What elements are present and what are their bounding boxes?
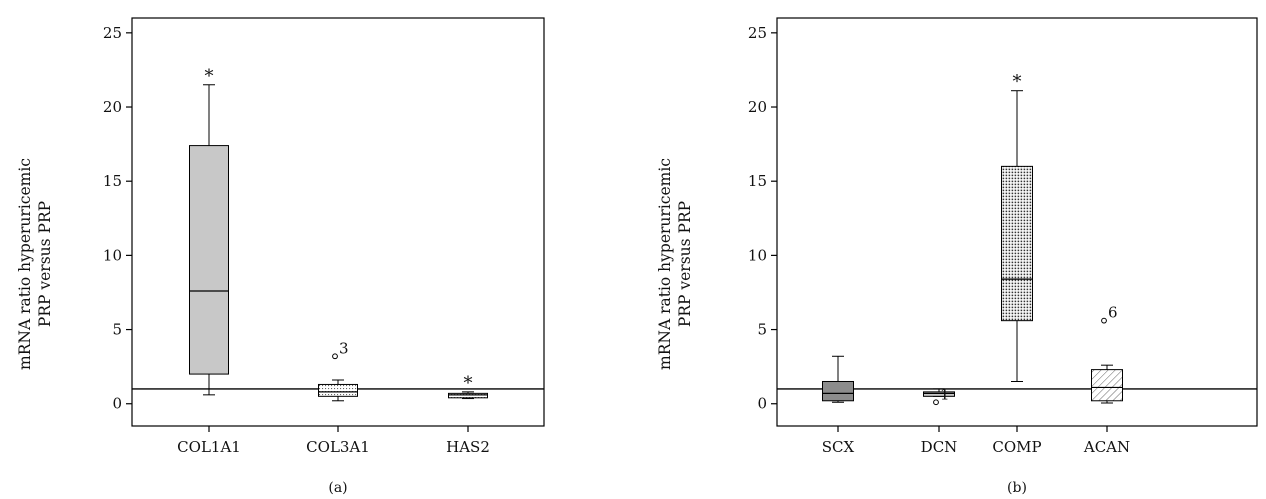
box-col1a1: * [189,66,229,396]
x-category-label: HAS2 [446,438,490,456]
x-category-label: ACAN [1083,438,1130,456]
panel-label-b: (b) [1007,480,1027,496]
outlier-point [933,399,939,406]
significance-marker: * [205,66,214,87]
x-category-label: COL1A1 [177,438,241,456]
box-iqr [189,145,229,375]
significance-marker: * [1013,72,1022,93]
box-iqr [1091,369,1123,402]
y-tick-label: 15 [103,172,122,190]
x-category-label: COL3A1 [306,438,370,456]
box-series: 1 * 6 [822,72,1123,406]
y-axis-title-line2: PRP versus PRP [676,201,694,327]
y-tick-label: 25 [103,24,122,42]
box-iqr [448,392,488,399]
x-axis-categories: SCX DCN COMP ACAN [822,426,1130,456]
y-tick-label: 5 [757,321,767,339]
outlier-point [1101,317,1107,324]
y-axis-title: mRNA ratio hyperuricemic PRP versus PRP [16,158,54,370]
box-iqr [318,383,358,397]
box-dcn: 1 [923,385,955,406]
y-axis-title-line2: PRP versus PRP [36,201,54,327]
y-axis-title-line1: mRNA ratio hyperuricemic [656,158,674,370]
y-axis-title-line1: mRNA ratio hyperuricemic [16,158,34,370]
y-tick-label: 5 [112,321,122,339]
y-tick-label: 20 [748,98,767,116]
box-scx [822,355,854,403]
chart-panel-b: mRNA ratio hyperuricemic PRP versus PRP … [656,17,1258,496]
outlier-label: 1 [940,385,950,403]
y-tick-label: 0 [757,395,767,413]
y-tick-label: 25 [748,24,767,42]
box-series: * 3 * [189,66,488,402]
outlier-label: 3 [339,339,349,357]
y-tick-label: 10 [748,246,767,264]
significance-marker: * [464,373,473,394]
y-axis-ticks: 0 5 10 15 20 25 [103,24,132,413]
y-tick-label: 15 [748,172,767,190]
y-tick-label: 10 [103,246,122,264]
panel-label-a: (a) [328,480,347,496]
box-has2: * [448,373,488,400]
chart-panel-a: mRNA ratio hyperuricemic PRP versus PRP … [16,17,545,496]
y-axis-title: mRNA ratio hyperuricemic PRP versus PRP [656,158,694,370]
box-acan: 6 [1091,304,1123,404]
y-axis-ticks: 0 5 10 15 20 25 [748,24,777,413]
x-category-label: SCX [822,438,855,456]
y-tick-label: 20 [103,98,122,116]
outlier-point [332,353,338,360]
box-col3a1: 3 [318,339,358,402]
x-category-label: COMP [992,438,1041,456]
box-iqr [1001,165,1033,322]
y-tick-label: 0 [112,395,122,413]
box-iqr [822,380,854,402]
box-iqr [923,391,955,397]
outlier-label: 6 [1108,304,1118,322]
x-axis-categories: COL1A1 COL3A1 HAS2 [177,426,490,456]
box-comp: * [1001,72,1033,382]
x-category-label: DCN [921,438,958,456]
